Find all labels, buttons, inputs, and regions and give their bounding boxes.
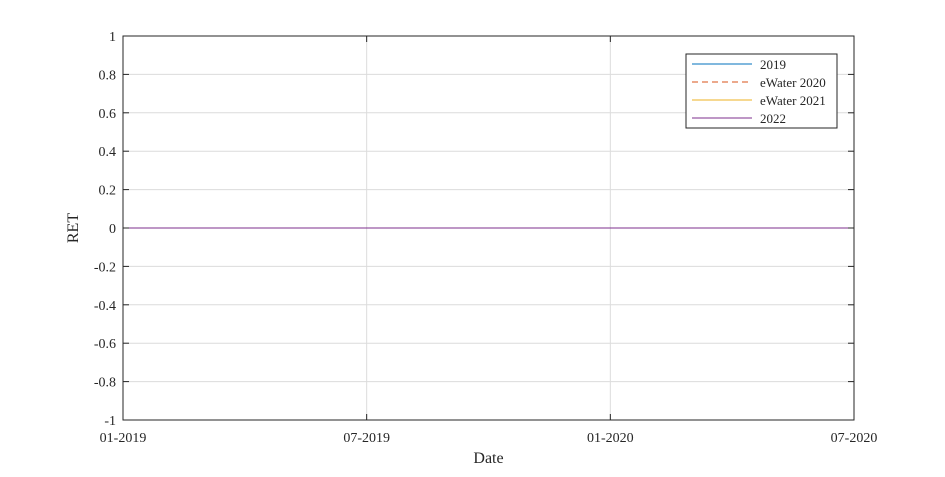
y-tick-label: -1 [104,414,116,429]
legend-entry-label: 2019 [760,57,786,72]
legend: 2019 eWater 2020 eWater 2021 2022 [685,53,838,129]
x-axis-label: Date [473,450,503,467]
y-tick-label: 1 [109,30,116,45]
x-tick-label: 01-2020 [587,431,634,446]
ticks-layer [122,35,855,421]
legend-box [685,53,838,129]
y-axis-label: RET [65,213,82,243]
x-tick-label: 07-2020 [831,431,878,446]
legend-entry-label: eWater 2020 [760,75,826,90]
y-tick-label: -0.4 [94,299,116,314]
y-tick-label: 0.2 [99,184,117,199]
y-tick-label: 0.4 [99,145,117,160]
x-tick-label: 01-2019 [100,431,147,446]
y-tick-label: -0.2 [94,260,116,275]
labels-layer: 1 0.8 0.6 0.4 0.2 0 -0.2 -0.4 -0.6 -0.8 -1 01-2019 0… [94,30,878,446]
legend-entry-label: 2022 [760,111,786,126]
y-tick-label: 0.6 [99,107,117,122]
y-tick-label: 0 [109,222,116,237]
y-tick-label: -0.6 [94,337,116,352]
y-tick-label: 0.8 [99,68,117,83]
x-tick-label: 07-2019 [343,431,390,446]
y-tick-label: -0.8 [94,376,116,391]
legend-entry-label: eWater 2021 [760,93,826,108]
